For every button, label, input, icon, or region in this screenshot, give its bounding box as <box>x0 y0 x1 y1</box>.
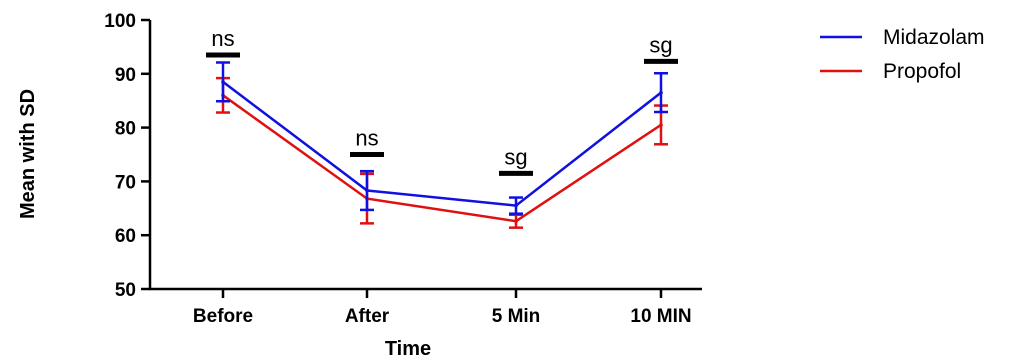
legend-label-midazolam: Midazolam <box>883 26 985 49</box>
significance-label-3: sg <box>649 32 672 57</box>
x-axis-title: Time <box>385 338 431 358</box>
data-point-midazolam-2 <box>514 203 518 208</box>
y-tick-label-70: 70 <box>115 172 136 193</box>
y-tick-label-100: 100 <box>104 11 136 32</box>
y-tick-label-60: 60 <box>115 226 136 247</box>
x-tick-label-0: Before <box>193 306 253 327</box>
data-point-propofol-2 <box>514 219 518 224</box>
data-point-midazolam-3 <box>659 90 663 95</box>
series-line-propofol <box>222 94 662 223</box>
series-line-midazolam <box>222 80 662 207</box>
x-tick-label-1: After <box>345 306 390 327</box>
data-point-midazolam-1 <box>365 188 369 193</box>
significance-label-2: sg <box>504 144 527 169</box>
legend-label-propofol: Propofol <box>883 60 961 83</box>
y-tick-label-50: 50 <box>115 280 136 301</box>
y-tick-label-80: 80 <box>115 119 136 140</box>
y-axis-title: Mean with SD <box>17 89 39 219</box>
data-point-propofol-3 <box>659 123 663 127</box>
x-tick-label-3: 10 MIN <box>630 306 691 327</box>
significance-label-1: ns <box>355 126 378 151</box>
y-tick-label-90: 90 <box>115 65 136 86</box>
x-tick-label-2: 5 Min <box>492 306 541 327</box>
significance-label-0: ns <box>211 26 234 51</box>
data-point-midazolam-0 <box>221 80 225 84</box>
